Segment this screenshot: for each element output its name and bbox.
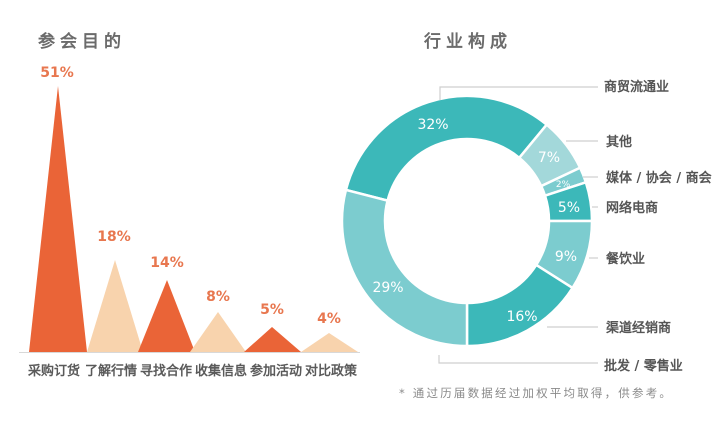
bar-value-label: 5% — [260, 302, 284, 318]
purpose-chart-title: 参会目的 — [38, 32, 126, 52]
legend-label: 网络电商 — [606, 200, 658, 216]
footnote: * 通过历届数据经过加权平均取得，供参考。 — [399, 386, 674, 400]
bar-category-label: 采购订货 — [27, 363, 80, 379]
bar-value-label: 14% — [150, 255, 184, 271]
legend-label: 餐饮业 — [605, 251, 645, 267]
donut-value-label: 2% — [556, 180, 571, 190]
donut-value-label: 5% — [558, 200, 580, 216]
industry-donut-chart — [340, 94, 594, 348]
bar-value-label: 51% — [40, 65, 74, 81]
leader-line — [439, 86, 598, 100]
donut-value-label: 29% — [372, 280, 403, 296]
bar-value-label: 8% — [206, 289, 230, 305]
donut-value-label: 7% — [538, 150, 560, 166]
bar-category-label: 寻找合作 — [140, 363, 192, 379]
bar-category-label: 了解行情 — [85, 363, 137, 379]
legend-label: 渠道经销商 — [605, 320, 671, 336]
bar-value-label: 4% — [317, 311, 341, 327]
donut-leader-lines — [438, 86, 598, 364]
donut-value-label: 9% — [555, 249, 577, 265]
bar-category-label: 收集信息 — [195, 363, 247, 379]
bar-category-label: 对比政策 — [305, 363, 358, 379]
donut-value-label: 32% — [417, 117, 448, 133]
donut-segment — [344, 94, 549, 203]
legend-label: 批发 / 零售业 — [604, 358, 683, 374]
donut-legend: 商贸流通业 其他 媒体 / 协会 / 商会 网络电商 餐饮业 渠道经销商 批发 … — [604, 79, 713, 374]
legend-label: 其他 — [606, 134, 632, 150]
bar-triangle — [29, 86, 87, 352]
industry-chart-title: 行业构成 — [424, 32, 512, 52]
purpose-bar-chart: 51% 18% 14% 8% 5% 4% 采购订货 了解行情 寻找合作 收集信息… — [19, 65, 360, 379]
bar-triangle — [190, 312, 246, 352]
donut-segment — [340, 188, 469, 348]
bar-category-label: 参加活动 — [250, 363, 302, 379]
bar-triangle — [87, 260, 143, 352]
bar-triangle — [301, 333, 358, 352]
bar-value-label: 18% — [97, 229, 131, 245]
donut-pct-labels: 32% 7% 2% 5% 9% 16% 29% — [372, 117, 580, 325]
bar-triangle — [244, 327, 301, 352]
donut-value-label: 16% — [506, 309, 537, 325]
leader-line — [438, 355, 598, 364]
legend-label: 媒体 / 协会 / 商会 — [606, 170, 713, 186]
legend-label: 商贸流通业 — [604, 79, 669, 95]
donut-segment — [465, 263, 575, 348]
bar-triangle — [138, 280, 195, 352]
